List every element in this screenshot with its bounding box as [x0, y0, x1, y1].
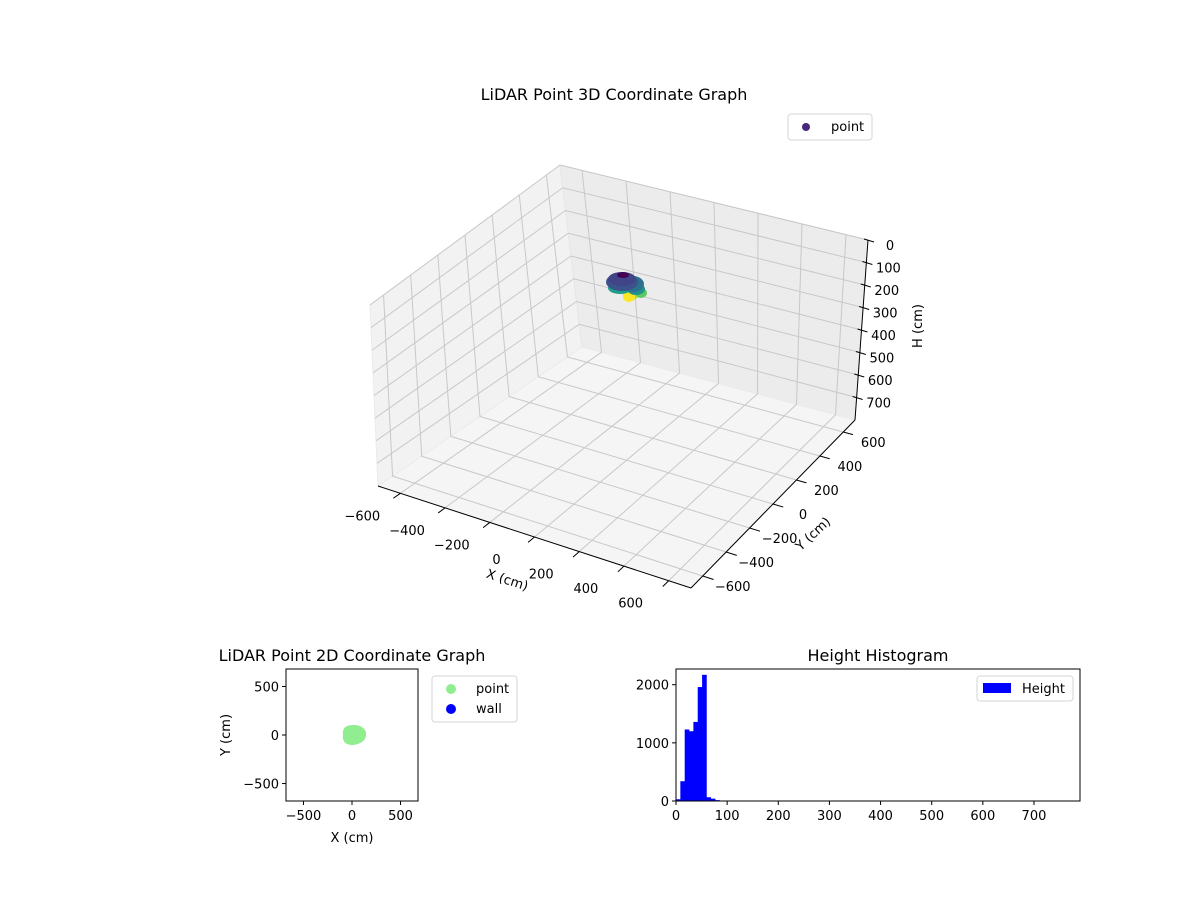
- x-axis-label-2d: X (cm): [331, 831, 374, 846]
- svg-text:400: 400: [868, 809, 893, 824]
- chart-histogram: Height Histogram 0 100 200 300 400 500 600 7000…: [636, 646, 1081, 824]
- histogram-bar: [680, 781, 685, 801]
- histogram-bar: [684, 729, 690, 801]
- histogram-bar: [702, 674, 707, 801]
- svg-text:−400: −400: [738, 556, 774, 571]
- svg-text:200: 200: [529, 568, 554, 583]
- svg-text:100: 100: [876, 262, 901, 277]
- svg-text:−500: −500: [243, 778, 279, 793]
- point-cloud-3d: [606, 272, 647, 302]
- svg-text:400: 400: [837, 460, 862, 475]
- legend-height-label: Height: [1022, 682, 1065, 697]
- y-axis-label-2d: Y (cm): [219, 714, 234, 757]
- svg-text:500: 500: [919, 809, 944, 824]
- legend-point-label-2d: point: [476, 682, 509, 697]
- histogram-bar: [697, 687, 703, 801]
- svg-text:400: 400: [574, 582, 599, 597]
- point-blob-2d: [342, 725, 367, 745]
- svg-text:500: 500: [869, 352, 894, 367]
- legend-3d: point: [787, 113, 873, 141]
- svg-text:200: 200: [766, 809, 791, 824]
- svg-text:700: 700: [866, 397, 891, 412]
- svg-text:600: 600: [970, 809, 995, 824]
- svg-text:200: 200: [814, 484, 839, 499]
- ticks-histogram: 0 100 200 300 400 500 600 700 0 1000 2000: [636, 679, 1046, 824]
- svg-text:600: 600: [618, 597, 643, 612]
- histogram-bar: [710, 798, 716, 801]
- svg-text:700: 700: [1022, 809, 1047, 824]
- legend-histogram: Height: [976, 675, 1074, 702]
- ticks-2d: −500 0 500 −500 0 500: [243, 680, 413, 824]
- svg-text:300: 300: [873, 307, 898, 322]
- svg-text:0: 0: [661, 795, 669, 810]
- histogram-bar: [689, 731, 694, 801]
- legend-point-marker-2d: [446, 684, 456, 694]
- svg-text:0: 0: [886, 239, 894, 254]
- chart-3d-title: LiDAR Point 3D Coordinate Graph: [481, 85, 748, 104]
- histogram-title: Height Histogram: [808, 646, 949, 665]
- ticks-3d: −600−400−2000200400600−600−400−200020040…: [344, 238, 901, 612]
- svg-text:300: 300: [817, 809, 842, 824]
- svg-text:0: 0: [271, 729, 279, 744]
- svg-text:200: 200: [874, 284, 899, 299]
- histogram-bar: [676, 799, 681, 801]
- svg-text:−600: −600: [715, 580, 751, 595]
- histogram-bars: [676, 674, 720, 801]
- svg-text:0: 0: [672, 809, 680, 824]
- legend-height-swatch: [983, 683, 1011, 693]
- grid-3d: [369, 164, 869, 582]
- histogram-bar: [706, 797, 712, 801]
- svg-text:−500: −500: [286, 809, 322, 824]
- chart-3d: LiDAR Point 3D Coordinate Graph −600 −400…: [344, 85, 926, 612]
- legend-2d: point wall: [431, 675, 518, 723]
- svg-text:−600: −600: [344, 509, 380, 524]
- legend-wall-label-2d: wall: [476, 702, 502, 717]
- svg-text:1000: 1000: [636, 737, 669, 752]
- svg-text:0: 0: [799, 508, 807, 523]
- chart-2d-title: LiDAR Point 2D Coordinate Graph: [219, 646, 486, 665]
- svg-text:2000: 2000: [636, 679, 669, 694]
- svg-text:−200: −200: [762, 532, 798, 547]
- svg-text:600: 600: [861, 436, 886, 451]
- legend-point-label: point: [831, 120, 864, 135]
- x-axis-label-3d: X (cm): [484, 567, 530, 595]
- histogram-bar: [693, 721, 699, 801]
- svg-text:500: 500: [388, 809, 413, 824]
- svg-text:600: 600: [868, 374, 893, 389]
- svg-text:0: 0: [348, 809, 356, 824]
- z-axis-label-3d: H (cm): [911, 304, 926, 348]
- svg-text:500: 500: [254, 680, 279, 695]
- svg-text:100: 100: [715, 809, 740, 824]
- svg-text:0: 0: [492, 553, 500, 568]
- svg-text:400: 400: [871, 329, 896, 344]
- svg-text:−400: −400: [389, 524, 425, 539]
- svg-text:−200: −200: [434, 538, 470, 553]
- legend-wall-marker-2d: [446, 704, 456, 714]
- legend-point-marker: [802, 123, 810, 131]
- chart-2d: LiDAR Point 2D Coordinate Graph −500 0 500…: [219, 646, 518, 846]
